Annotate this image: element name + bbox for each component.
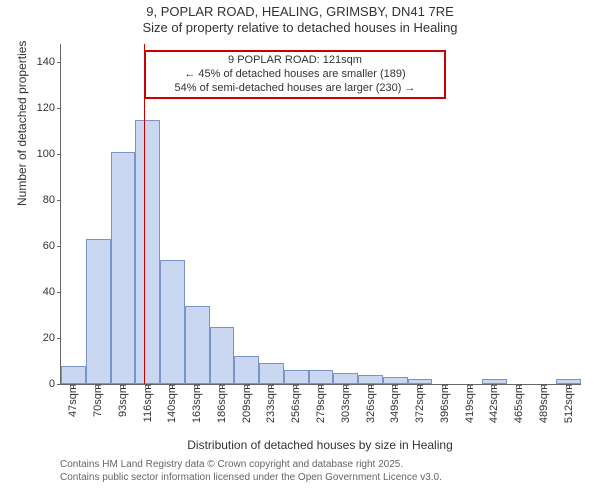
x-tick-mark (420, 384, 421, 388)
x-tick-mark (197, 384, 198, 388)
y-tick-mark (57, 154, 61, 155)
x-tick-label: 396sqm (439, 384, 451, 423)
x-tick-mark (271, 384, 272, 388)
histogram-bar (309, 370, 334, 384)
x-tick-label: 70sqm (92, 384, 104, 417)
x-tick-mark (321, 384, 322, 388)
histogram-bar (259, 363, 284, 384)
annotation-line: 9 POPLAR ROAD: 121sqm (152, 54, 438, 68)
y-tick-mark (57, 108, 61, 109)
x-tick-label: 93sqm (117, 384, 129, 417)
x-tick-label: 512sqm (563, 384, 575, 423)
title-line-1: 9, POPLAR ROAD, HEALING, GRIMSBY, DN41 7… (0, 4, 600, 20)
x-tick-label: 279sqm (315, 384, 327, 423)
y-tick-mark (57, 338, 61, 339)
x-tick-label: 419sqm (464, 384, 476, 423)
histogram-bar (61, 366, 86, 384)
x-tick-label: 326sqm (365, 384, 377, 423)
x-tick-label: 442sqm (488, 384, 500, 423)
y-tick-mark (57, 246, 61, 247)
y-tick-mark (57, 62, 61, 63)
histogram-bar (284, 370, 309, 384)
x-tick-label: 489sqm (538, 384, 550, 423)
x-tick-label: 47sqm (67, 384, 79, 417)
y-tick-mark (57, 200, 61, 201)
x-tick-label: 465sqm (513, 384, 525, 423)
x-tick-mark (544, 384, 545, 388)
chart-title-block: 9, POPLAR ROAD, HEALING, GRIMSBY, DN41 7… (0, 4, 600, 37)
x-tick-label: 349sqm (389, 384, 401, 423)
x-tick-mark (470, 384, 471, 388)
x-tick-mark (296, 384, 297, 388)
x-tick-label: 372sqm (414, 384, 426, 423)
x-tick-mark (371, 384, 372, 388)
x-tick-mark (148, 384, 149, 388)
footer-line-1: Contains HM Land Registry data © Crown c… (60, 458, 442, 471)
x-tick-mark (519, 384, 520, 388)
x-tick-mark (123, 384, 124, 388)
annotation-line: 54% of semi-detached houses are larger (… (152, 82, 438, 96)
footer-line-2: Contains public sector information licen… (60, 471, 442, 484)
x-tick-mark (569, 384, 570, 388)
chart-container: 9, POPLAR ROAD, HEALING, GRIMSBY, DN41 7… (0, 0, 600, 500)
x-tick-mark (445, 384, 446, 388)
x-tick-label: 209sqm (241, 384, 253, 423)
histogram-bar (185, 306, 210, 384)
histogram-bar (86, 239, 111, 384)
title-line-2: Size of property relative to detached ho… (0, 20, 600, 36)
x-tick-mark (395, 384, 396, 388)
x-tick-mark (222, 384, 223, 388)
histogram-bar (111, 152, 136, 384)
plot-area: 02040608010012014047sqm70sqm93sqm116sqm1… (60, 44, 581, 385)
histogram-bar (234, 356, 259, 384)
x-tick-label: 116sqm (142, 384, 154, 422)
x-tick-label: 233sqm (265, 384, 277, 423)
x-tick-label: 186sqm (216, 384, 228, 423)
histogram-bar (160, 260, 185, 384)
x-tick-mark (73, 384, 74, 388)
y-axis-label: Number of detached properties (15, 41, 29, 206)
histogram-bar (135, 120, 160, 384)
chart-footer: Contains HM Land Registry data © Crown c… (60, 458, 442, 484)
x-tick-mark (346, 384, 347, 388)
x-tick-label: 256sqm (290, 384, 302, 423)
histogram-bar (333, 373, 358, 384)
x-tick-mark (494, 384, 495, 388)
x-tick-mark (247, 384, 248, 388)
histogram-bar (210, 327, 235, 384)
x-tick-mark (98, 384, 99, 388)
histogram-bar (358, 375, 383, 384)
x-tick-label: 140sqm (166, 384, 178, 423)
x-tick-label: 303sqm (340, 384, 352, 423)
x-axis-label: Distribution of detached houses by size … (60, 438, 580, 452)
histogram-bar (383, 377, 408, 384)
x-tick-mark (172, 384, 173, 388)
annotation-line: ← 45% of detached houses are smaller (18… (152, 68, 438, 82)
y-tick-mark (57, 384, 61, 385)
annotation-box: 9 POPLAR ROAD: 121sqm← 45% of detached h… (144, 50, 446, 99)
x-tick-label: 163sqm (191, 384, 203, 423)
y-tick-mark (57, 292, 61, 293)
